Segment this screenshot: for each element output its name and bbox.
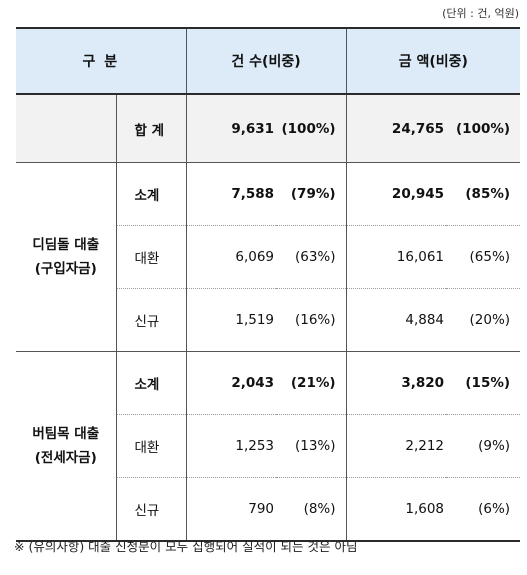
table-row: 대환 6,069 (63%) 16,061 (65%) <box>16 225 521 289</box>
row-label: 신규 <box>115 477 187 542</box>
unit-note: (단위 : 건, 억원) <box>442 7 519 20</box>
row-amount: 3,820 <box>345 351 447 415</box>
row-count: 7,588 <box>185 162 277 226</box>
group-didimdol: 디딤돌 대출 (구입자금) <box>16 162 116 352</box>
header-amount: 금 액(비중) <box>345 27 521 95</box>
row-label: 신규 <box>115 288 187 352</box>
row-amount-pct: (20%) <box>446 288 521 352</box>
group-beotimmok: 버팀목 대출 (전세자금) <box>16 351 116 542</box>
row-count-pct: (79%) <box>290 186 336 202</box>
group-purpose: (전세자금) <box>34 450 97 466</box>
row-amount-pct: (9%) <box>446 414 521 478</box>
header-category: 구 분 <box>16 27 187 95</box>
row-count: 790 <box>185 477 277 542</box>
row-count-pct: (16%) <box>276 288 347 352</box>
table-row: 버팀목 대출 (전세자금) 소계 2,043 (21%) 3,820 (15%) <box>16 351 520 542</box>
total-label: 합 계 <box>115 94 187 163</box>
row-count: 6,069 <box>185 225 277 289</box>
total-amount: 24,765 <box>345 94 447 163</box>
row-amount-pct: (6%) <box>446 477 521 542</box>
footnote: ※ (유의사항) 대출 신청분이 모두 집행되어 실적이 되는 것은 아님 <box>14 539 358 554</box>
group-name: 디딤돌 대출 <box>32 237 100 253</box>
row-label: 대환 <box>115 414 187 478</box>
row-amount: 1,608 <box>345 477 447 542</box>
header-count: 건 수(비중) <box>185 27 347 95</box>
total-blank <box>16 94 116 163</box>
row-count: 1,519 <box>185 288 277 352</box>
row-count-pct: (8%) <box>276 477 347 542</box>
row-label: 소계 <box>115 351 187 415</box>
row-amount-pct: (15%) <box>465 375 511 391</box>
row-count: 2,043 <box>185 351 277 415</box>
total-count: 9,631 <box>185 94 277 163</box>
row-amount-pct: (85%) <box>465 186 511 202</box>
table-row: 신규 790 (8%) 1,608 (6%) <box>16 477 521 542</box>
group-purpose: (구입자금) <box>34 261 97 277</box>
table-row: 대환 1,253 (13%) 2,212 (9%) <box>16 414 521 478</box>
row-count-pct: (63%) <box>276 225 347 289</box>
total-count-pct: (100%) <box>276 94 347 163</box>
loan-stats-table: 구 분 건 수(비중) 금 액(비중) 합 계 9,631 (100%) 24,… <box>16 27 521 542</box>
row-amount-pct: (65%) <box>446 225 521 289</box>
row-amount: 16,061 <box>345 225 447 289</box>
row-count: 1,253 <box>185 414 277 478</box>
total-row: 합 계 9,631 (100%) 24,765 (100%) <box>16 94 521 163</box>
total-amount-pct: (100%) <box>446 94 521 163</box>
row-amount: 20,945 <box>345 162 447 226</box>
group-name: 버팀목 대출 <box>32 426 100 442</box>
table-row: 신규 1,519 (16%) 4,884 (20%) <box>16 288 521 352</box>
row-amount: 4,884 <box>345 288 447 352</box>
row-count-pct: (13%) <box>276 414 347 478</box>
row-label: 대환 <box>115 225 187 289</box>
row-amount: 2,212 <box>345 414 447 478</box>
row-count-pct: (21%) <box>290 375 336 391</box>
table-row: 디딤돌 대출 (구입자금) 소계 7,588 (79%) 20,945 (85%… <box>16 162 520 352</box>
row-label: 소계 <box>115 162 187 226</box>
header-row: 구 분 건 수(비중) 금 액(비중) <box>16 27 521 95</box>
